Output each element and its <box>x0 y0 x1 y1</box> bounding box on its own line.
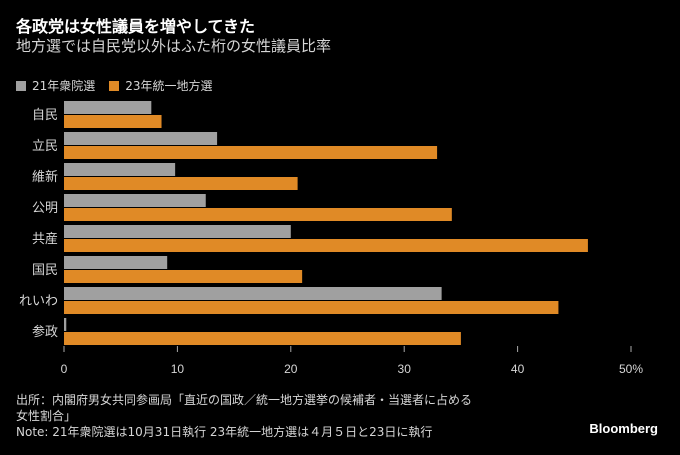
category-label: 公明 <box>32 201 58 216</box>
bar-gray <box>64 101 152 114</box>
bar-orange <box>64 270 303 283</box>
bar-gray <box>64 163 176 176</box>
legend-label: 23年統一地方選 <box>125 79 213 93</box>
x-tick-label: 30 <box>398 362 412 376</box>
category-label: 自民 <box>32 108 58 123</box>
bar-gray <box>64 256 168 269</box>
bar-gray <box>64 287 442 300</box>
bar-orange <box>64 301 559 314</box>
bar-orange <box>64 115 162 128</box>
chart-title: 各政党は女性議員を増やしてきた <box>16 17 256 36</box>
x-tick-label: 0 <box>61 362 68 376</box>
bar-gray <box>64 194 206 207</box>
x-tick-label: 50% <box>619 362 643 376</box>
category-label: 共産 <box>32 231 58 247</box>
footer: 出所：内閣府男女共同参画局「直近の国政／統一地方選挙の候補者・当選者に占める 女… <box>16 392 472 440</box>
bar-orange <box>64 208 452 221</box>
bar-gray <box>64 318 67 331</box>
bar-orange <box>64 177 298 190</box>
category-label: れいわ <box>19 294 58 309</box>
legend-item-21: 21年衆院選 <box>16 77 95 94</box>
bar-orange <box>64 332 461 345</box>
legend-label: 21年衆院選 <box>32 79 96 93</box>
bar-orange <box>64 146 438 159</box>
chart-subtitle: 地方選では自民党以外はふた桁の女性議員比率 <box>16 37 332 55</box>
source-line-2: 女性割合」 <box>16 409 77 423</box>
category-label: 立民 <box>32 139 58 154</box>
source-line-1: 出所：内閣府男女共同参画局「直近の国政／統一地方選挙の候補者・当選者に占める <box>16 393 473 407</box>
category-label: 参政 <box>32 324 58 340</box>
legend-item-23: 23年統一地方選 <box>109 77 213 94</box>
bar-gray <box>64 132 218 145</box>
legend-swatch-orange <box>109 80 120 91</box>
category-label: 国民 <box>32 263 58 278</box>
legend-swatch-gray <box>16 80 26 91</box>
legend: 21年衆院選 23年統一地方選 <box>16 77 227 94</box>
x-tick-label: 20 <box>284 362 298 376</box>
x-tick-label: 40 <box>511 362 525 376</box>
bar-orange <box>64 239 588 252</box>
bloomberg-logo: Bloomberg <box>589 421 658 436</box>
note: Note: 21年衆院選は10月31日執行 23年統一地方選は４月５日と23日に… <box>16 425 433 439</box>
category-label: 維新 <box>32 169 58 185</box>
x-tick-label: 10 <box>171 362 185 376</box>
bar-gray <box>64 225 291 238</box>
